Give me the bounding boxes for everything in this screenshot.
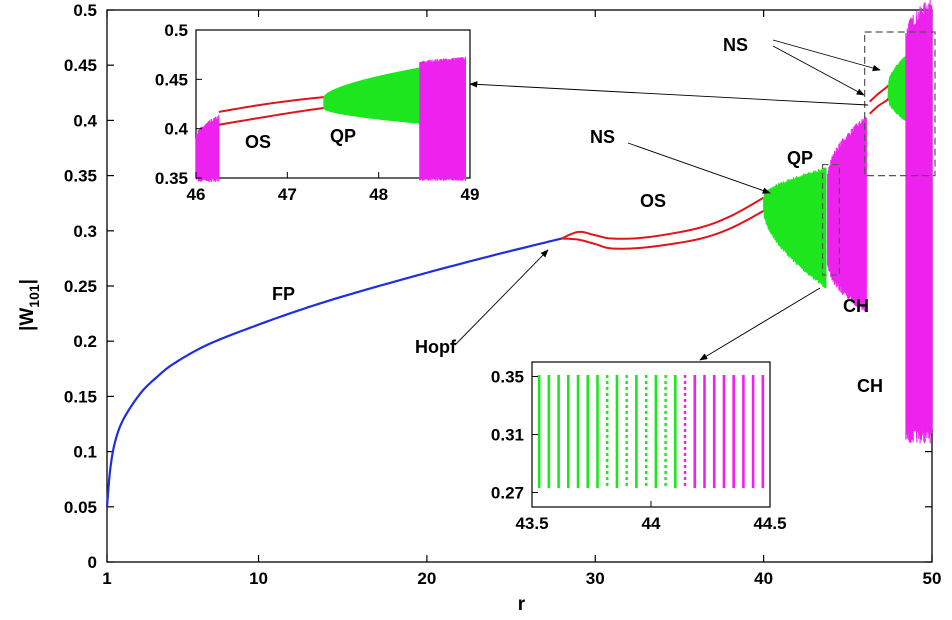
series-ch-band-1 [827,116,867,313]
y-tick-label: 0.15 [64,387,97,406]
y-axis-label: |W101| [17,279,42,331]
x-axis-label: r [518,594,526,615]
label-ns-mid: NS [590,127,615,147]
y-tick-label: 0.5 [73,1,97,20]
inset1-os-lower-line [218,106,325,126]
inset2-x-tick-label: 43.5 [515,514,548,533]
label-os: OS [640,191,666,211]
inset1-y-tick-label: 0.35 [155,169,188,188]
inset1-ch-band-right [419,56,466,181]
inset1-y-tick-label: 0.4 [164,120,188,139]
inset1-x-tick-label: 47 [278,185,297,204]
y-tick-label: 0.35 [64,167,97,186]
inset2-y-tick-label: 0.31 [491,426,524,445]
label-ch-mid: CH [843,296,869,316]
x-tick-label: 20 [417,569,436,588]
y-tick-label: 0.1 [73,443,97,462]
inset-top-left: 46 47 48 49 0.35 0.4 0.45 0.5 OS QP [155,21,480,204]
inset1-label-qp: QP [330,126,356,146]
inset2-x-tick-label: 44 [642,514,661,533]
arrow-ns-mid [627,142,771,194]
series-os-upper-line [561,196,765,240]
zoom-box-top [864,31,936,177]
inset1-x-tick-label: 49 [461,185,480,204]
inset1-y-tick-label: 0.45 [155,70,188,89]
series-fp-line [105,237,562,507]
series-qp-band-1 [763,167,827,289]
inset-bottom-right: 43.5 44 44.5 0.27 0.31 0.35 [491,361,787,533]
label-ns-top: NS [723,35,748,55]
label-ch-right: CH [857,376,883,396]
y-tick-label: 0.05 [64,498,97,517]
series-qp-band-2 [887,55,907,122]
x-tick-label: 1 [102,569,111,588]
series-ch-band-2 [905,0,933,444]
y-tick-label: 0.4 [73,111,97,130]
y-axis-label-end: | [17,279,38,284]
label-hopf: Hopf [415,337,457,357]
arrow-zoom-bottom [699,287,821,361]
x-tick-label: 30 [586,569,605,588]
arrow-zoom-top [469,81,869,106]
inset1-label-os: OS [245,132,271,152]
label-fp: FP [272,284,295,304]
arrow-ns-top-lower [772,45,865,96]
series-os-lower-line [561,210,765,250]
y-axis-label-main: |W [17,308,38,331]
inset2-frame [531,361,771,508]
inset1-x-tick-label: 46 [187,185,206,204]
zoom-box-bottom [821,163,840,276]
inset2-y-tick-label: 0.27 [491,484,524,503]
y-tick-label: 0 [88,553,97,572]
inset1-os-upper-line [218,96,324,113]
y-tick-label: 0.3 [73,222,97,241]
main-plot-area: 1 10 20 30 40 50 0 0.05 0.1 0.15 0.2 0.25 0.3 0.35 0.4… [17,1,941,615]
main-data-layer [105,0,936,507]
annotations-layer: FP Hopf OS NS QP CH CH NS [272,35,883,396]
inset1-y-tick-label: 0.5 [164,21,188,40]
y-tick-label: 0.2 [73,332,97,351]
inset1-ch-band-left [195,115,220,182]
inset2-x-tick-label: 44.5 [753,514,786,533]
y-tick-label: 0.45 [64,56,97,75]
inset1-qp-band [323,67,421,124]
series-os-upper-high-line [869,84,890,103]
arrow-ns-top-upper [772,39,881,72]
label-qp: QP [787,148,813,168]
inset2-y-tick-label: 0.35 [491,368,524,387]
y-tick-label: 0.25 [64,277,97,296]
x-tick-label: 10 [249,569,268,588]
y-axis-label-sub: 101 [26,284,42,308]
x-tick-label: 40 [754,569,773,588]
arrow-hopf [454,249,549,346]
inset1-x-tick-label: 48 [369,185,388,204]
series-os-lower-high-line [869,97,890,115]
x-tick-label: 50 [923,569,942,588]
